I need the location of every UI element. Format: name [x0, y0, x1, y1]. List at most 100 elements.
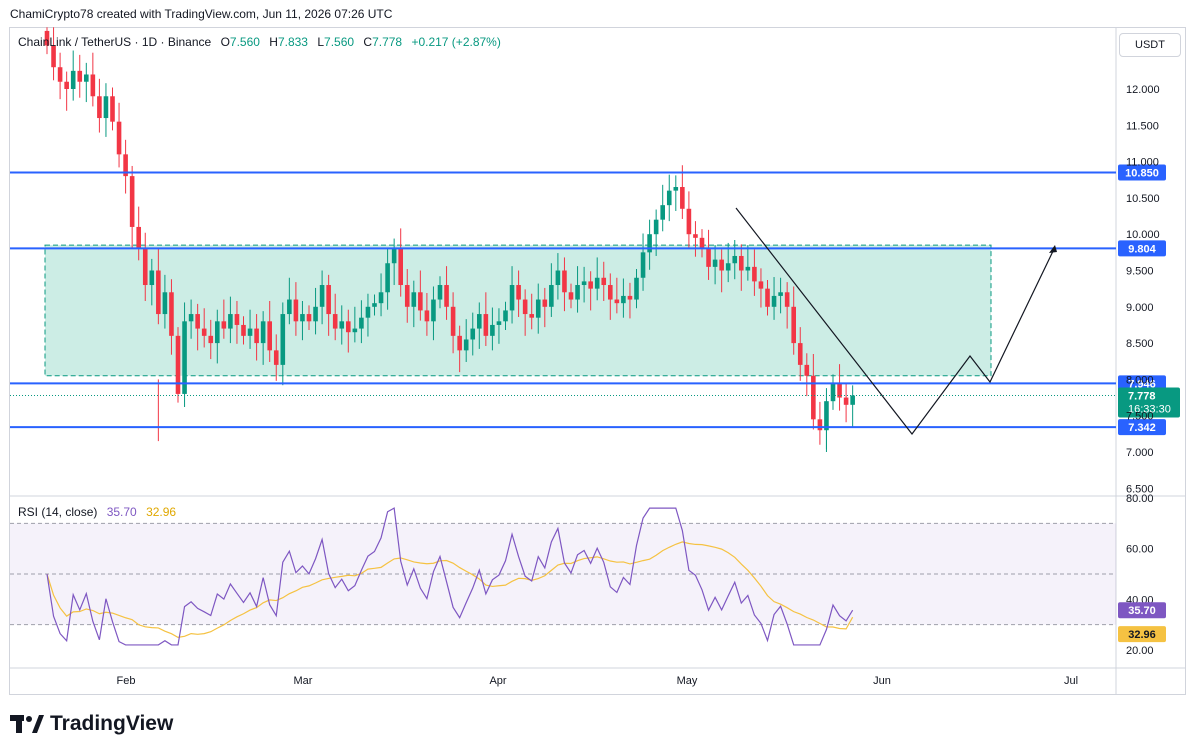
candle-body: [477, 314, 482, 329]
candle-body: [516, 285, 521, 300]
open-label: O: [220, 35, 230, 49]
candle-body: [64, 81, 69, 89]
candle-body: [142, 248, 148, 286]
candles: [44, 27, 855, 450]
candle-body: [562, 270, 567, 293]
rsi-tick-label: 20.00: [1126, 645, 1154, 657]
price-tick-label: 10.500: [1126, 193, 1160, 205]
candle-body: [254, 328, 259, 344]
rsi-ma-label: 32.96: [1128, 629, 1156, 641]
candle-body: [411, 292, 417, 307]
candle-body: [686, 208, 692, 235]
candle-body: [470, 328, 476, 340]
level-label: 10.850: [1125, 167, 1159, 179]
rsi-ma-line: [46, 541, 854, 639]
candle-body: [169, 292, 174, 336]
tradingview-logo-icon: [10, 715, 44, 733]
candle-body: [490, 324, 495, 336]
candle-body: [352, 328, 358, 333]
rsi-legend: RSI (14, close) 35.70 32.96: [18, 505, 176, 519]
level-label: 7.946: [1128, 378, 1156, 390]
candle-body: [70, 70, 76, 89]
level-tag: [1118, 240, 1166, 257]
candle-body: [771, 295, 777, 307]
rsi-line: [46, 507, 854, 646]
candle-body: [332, 314, 338, 329]
price-tick-label: 11.500: [1126, 120, 1159, 132]
candle-body: [162, 292, 168, 315]
candle-body: [44, 30, 50, 46]
candle-body: [588, 281, 593, 289]
candle-body: [797, 343, 803, 365]
candle-body: [359, 317, 364, 329]
candle-body: [568, 292, 574, 300]
candle-body: [824, 401, 829, 431]
rsi-value-label: 35.70: [1128, 605, 1156, 617]
candle-body: [653, 219, 659, 235]
candle-body: [346, 321, 351, 333]
candle-body: [575, 285, 580, 300]
price-tick-label: 9.500: [1126, 266, 1154, 278]
candle-body: [195, 314, 200, 329]
candle-body: [267, 321, 272, 351]
candle-body: [221, 321, 227, 329]
candle-body: [431, 299, 436, 322]
candle-body: [719, 259, 724, 271]
candle-body: [758, 281, 764, 289]
candle-body: [752, 266, 757, 282]
countdown-label: 16:33:30: [1128, 404, 1171, 416]
candle-body: [843, 397, 849, 405]
candle-body: [496, 321, 502, 325]
open-value: 7.560: [229, 35, 260, 49]
candle-body: [234, 314, 240, 325]
candle-body: [293, 299, 299, 322]
candle-body: [503, 310, 508, 322]
candle-body: [280, 314, 286, 365]
symbol-legend: ChainLink / TetherUS · 1D · Binance O7.5…: [18, 35, 501, 49]
candle-body: [123, 154, 128, 177]
candle-body: [791, 306, 796, 344]
candle-body: [529, 314, 534, 318]
candle-body: [463, 339, 469, 351]
candle-body: [365, 306, 371, 318]
candle-body: [457, 335, 462, 351]
tradingview-logo: TradingView: [10, 712, 173, 736]
candle-body: [385, 263, 390, 293]
candle-body: [182, 321, 187, 394]
chart-frame: [9, 27, 1186, 695]
candle-body: [706, 248, 711, 267]
candle-body: [765, 288, 770, 307]
price-tick-label: 7.000: [1126, 447, 1154, 459]
currency-button[interactable]: USDT: [1119, 33, 1181, 57]
rsi-tick-label: 80.00: [1126, 493, 1154, 505]
price-tick-label: 9.000: [1126, 302, 1154, 314]
candle-body: [97, 96, 102, 119]
candle-body: [110, 96, 115, 122]
low-value: 7.560: [324, 35, 355, 49]
price-tick-label: 12.000: [1126, 84, 1160, 96]
candle-body: [287, 299, 292, 315]
candle-body: [450, 306, 456, 336]
price-tick-label: 8.000: [1126, 374, 1154, 386]
rsi-value: 35.70: [106, 505, 137, 519]
candle-body: [444, 285, 449, 307]
candle-body: [850, 395, 855, 405]
candle-body: [103, 96, 109, 119]
candle-body: [201, 328, 207, 336]
candle-body: [51, 45, 56, 68]
rsi-value-tag: [1118, 602, 1166, 619]
candle-body: [778, 292, 783, 296]
candle-body: [372, 303, 377, 307]
price-tick-label: 8.500: [1126, 338, 1154, 350]
candle-body: [627, 295, 633, 300]
candle-body: [581, 281, 587, 286]
candle-body: [601, 277, 607, 286]
candle-body: [136, 226, 141, 249]
projection-arrowhead: [1049, 245, 1057, 253]
price-tick-label: 6.500: [1126, 483, 1154, 495]
rsi-ma-tag: [1118, 626, 1166, 643]
candle-body: [273, 350, 279, 365]
candle-body: [418, 292, 423, 311]
time-tick-label: Jul: [1064, 675, 1078, 687]
